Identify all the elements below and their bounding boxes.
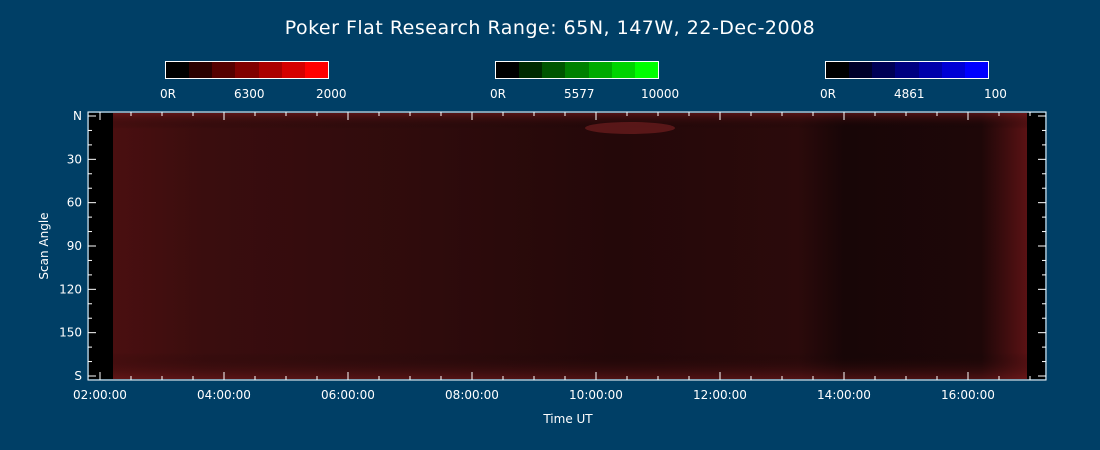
- y-tick-label: 30: [67, 152, 82, 166]
- x-tick-label: 08:00:00: [445, 388, 499, 402]
- colorbar-6300-segment: [212, 62, 236, 78]
- colorbar-5577-segment: [542, 62, 566, 78]
- y-tick-label: N: [73, 109, 82, 123]
- y-axis-title: Scan Angle: [37, 212, 51, 279]
- colorbar-4861-segment: [872, 62, 896, 78]
- colorbar-5577: [495, 61, 659, 79]
- colorbar-6300-segment: [281, 62, 305, 78]
- colorbar-6300-max-label: 2000: [316, 87, 347, 101]
- colorbar-6300: [165, 61, 329, 79]
- colorbar-4861-segment: [941, 62, 965, 78]
- colorbar-4861-segment: [849, 62, 873, 78]
- y-tick-label: 120: [59, 282, 82, 296]
- x-tick-label: 10:00:00: [569, 388, 623, 402]
- x-axis-title: Time UT: [542, 412, 593, 426]
- colorbar-4861-name-label: 4861: [894, 87, 925, 101]
- colorbar-4861-max-label: 100: [984, 87, 1007, 101]
- colorbar-5577-segment: [565, 62, 589, 78]
- colorbar-5577-name-label: 5577: [564, 87, 595, 101]
- y-tick-label: 60: [67, 196, 82, 210]
- colorbar-6300-segment: [166, 62, 190, 78]
- x-tick-label: 14:00:00: [817, 388, 871, 402]
- x-tick-label: 06:00:00: [321, 388, 375, 402]
- auroral-feature: [585, 122, 675, 134]
- x-tick-label: 04:00:00: [197, 388, 251, 402]
- colorbar-6300-segment: [258, 62, 282, 78]
- colorbar-5577-segment: [611, 62, 635, 78]
- y-tick-label: S: [74, 369, 82, 383]
- colorbar-6300-segment: [189, 62, 213, 78]
- chart-title: Poker Flat Research Range: 65N, 147W, 22…: [284, 17, 816, 39]
- colorbar-5577-segment: [634, 62, 658, 78]
- colorbar-4861-segment: [918, 62, 942, 78]
- colorbar-6300-segment: [304, 62, 328, 78]
- colorbar-4861-segment: [826, 62, 850, 78]
- axes: 02:00:00 04:00:00 06:00:00 08:00:00 10:00:00…: [59, 109, 1046, 402]
- colorbar-5577-max-label: 10000: [641, 87, 680, 101]
- colorbar-5577-segment: [519, 62, 543, 78]
- colorbar-4861-min-label: 0R: [820, 87, 836, 101]
- keogram-edge-glow: [113, 113, 1027, 379]
- colorbar-4861-segment: [964, 62, 988, 78]
- x-tick-label: 02:00:00: [73, 388, 127, 402]
- colorbar-5577-min-label: 0R: [490, 87, 506, 101]
- colorbar-6300-name-label: 6300: [234, 87, 265, 101]
- colorbar-5577-segment: [588, 62, 612, 78]
- colorbar-4861-segment: [895, 62, 919, 78]
- y-tick-label: 150: [59, 326, 82, 340]
- colorbar-6300-min-label: 0R: [160, 87, 176, 101]
- x-tick-label: 16:00:00: [941, 388, 995, 402]
- colorbar-6300-segment: [235, 62, 259, 78]
- colorbar-5577-segment: [496, 62, 520, 78]
- colorbar-4861: [825, 61, 989, 79]
- x-tick-label: 12:00:00: [693, 388, 747, 402]
- y-tick-label: 90: [67, 239, 82, 253]
